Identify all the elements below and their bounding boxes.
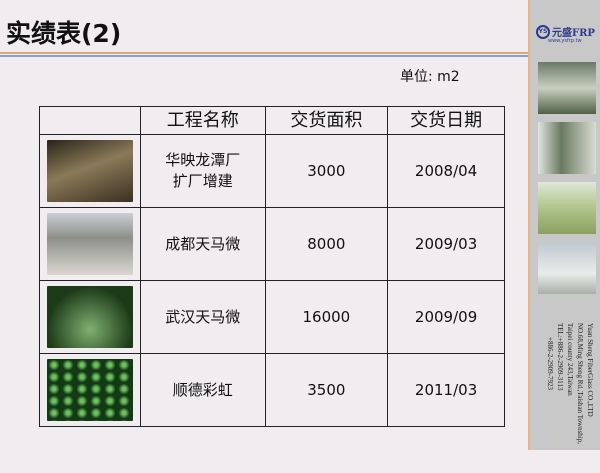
project-name: 成都天马微	[139, 207, 266, 281]
sidebar-photo	[538, 182, 596, 234]
header-photo	[39, 106, 141, 135]
sidebar-photo	[538, 122, 596, 174]
project-name: 武汉天马微	[139, 280, 266, 354]
sidebar-photo	[538, 242, 596, 294]
header-project-name: 工程名称	[139, 106, 266, 135]
company-logo: YS 元盛FRP www.ysfrp.tw	[532, 22, 600, 48]
page-title: 实绩表(2)	[6, 19, 122, 48]
project-name: 顺德彩虹	[139, 353, 266, 427]
date: 2011/03	[387, 353, 505, 427]
area: 3000	[264, 134, 389, 208]
date: 2009/03	[387, 207, 505, 281]
project-photo	[46, 140, 133, 202]
date: 2009/09	[387, 280, 505, 354]
area: 16000	[264, 280, 389, 354]
header-date: 交货日期	[387, 106, 505, 135]
performance-table: 工程名称 交货面积 交货日期 华映龙潭厂 扩厂增建 3000 2008/04 成都…	[39, 106, 505, 427]
table-row: 顺德彩虹 3500 2011/03	[39, 353, 505, 427]
header-area: 交货面积	[264, 106, 389, 135]
company-address: Yuan Sheng FiberGlass CO.,LTD NO.68,Ming…	[546, 323, 594, 445]
project-name: 华映龙潭厂 扩厂增建	[139, 134, 266, 208]
table-row: 成都天马微 8000 2009/03	[39, 207, 505, 281]
unit-label: 单位: m2	[400, 69, 460, 85]
project-photo	[46, 359, 133, 421]
table-row: 华映龙潭厂 扩厂增建 3000 2008/04	[39, 134, 505, 208]
logo-mark-icon: YS	[536, 25, 550, 39]
project-photo	[46, 213, 133, 275]
project-photo	[46, 286, 133, 348]
divider-orange	[0, 52, 528, 54]
area: 3500	[264, 353, 389, 427]
date: 2008/04	[387, 134, 505, 208]
sidebar-photo	[538, 62, 596, 114]
divider-blue	[0, 55, 528, 57]
area: 8000	[264, 207, 389, 281]
sidebar: YS 元盛FRP www.ysfrp.tw Yuan Sheng FiberGl…	[528, 0, 600, 450]
table-header-row: 工程名称 交货面积 交货日期	[39, 106, 505, 135]
table-row: 武汉天马微 16000 2009/09	[39, 280, 505, 354]
